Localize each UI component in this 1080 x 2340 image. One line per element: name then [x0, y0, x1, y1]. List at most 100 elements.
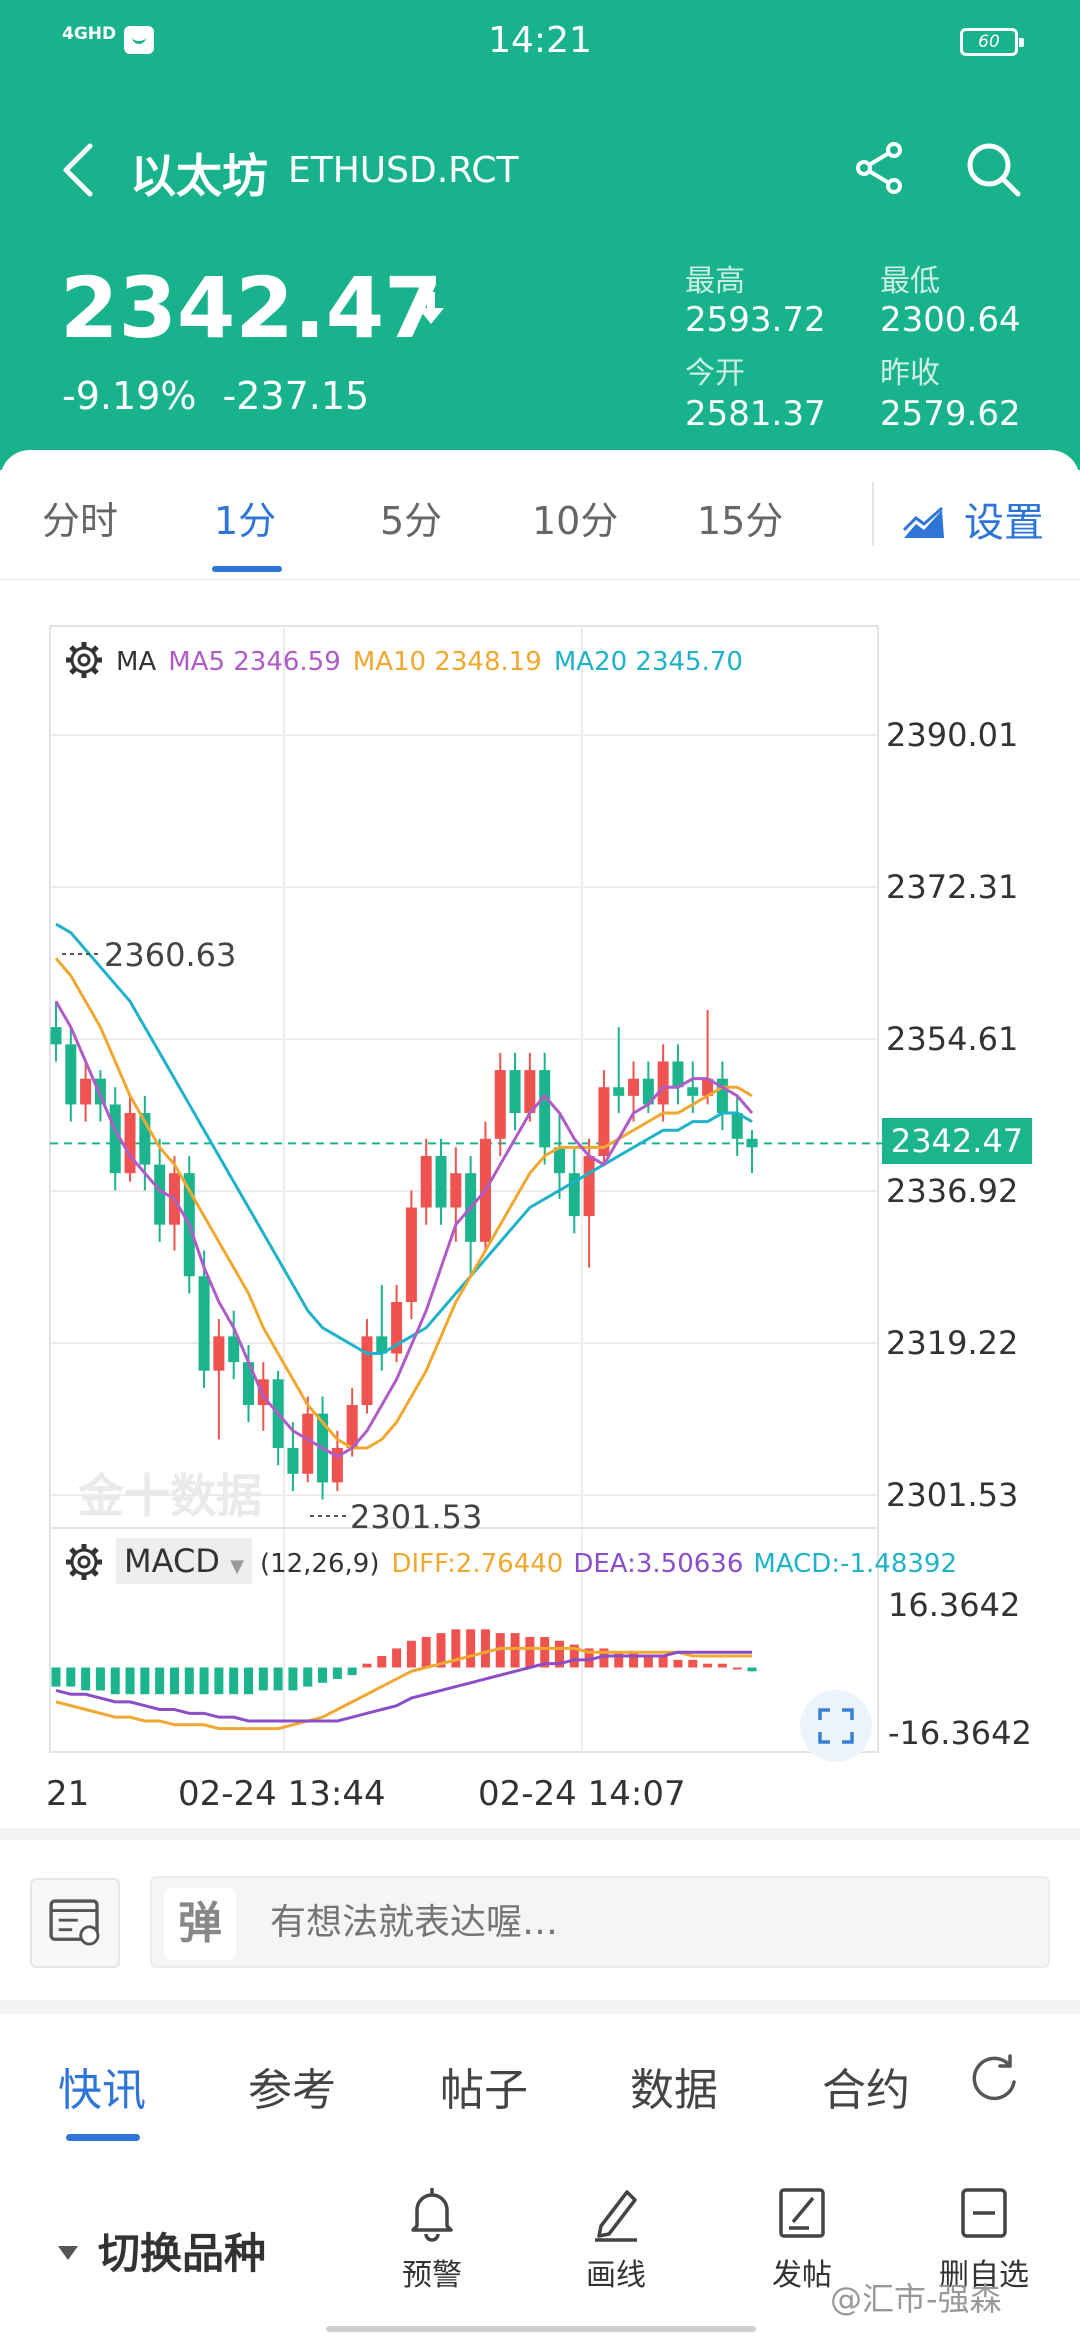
gear-icon[interactable]	[64, 640, 104, 680]
chevron-down-icon: ▼	[230, 1556, 244, 1577]
stat-open-label: 今开	[685, 356, 745, 391]
candle-body	[420, 1155, 432, 1208]
tab-contract[interactable]: 合约	[822, 2065, 910, 2116]
macd-histogram-bar	[347, 1667, 357, 1676]
current-price: 2342.47	[60, 259, 443, 357]
macd-histogram-bar	[584, 1648, 594, 1668]
candle-body	[509, 1070, 521, 1114]
macd-histogram-bar	[362, 1663, 372, 1668]
price-tick-label: 2390.01	[886, 716, 1019, 754]
indicator-select[interactable]: MACD ▼	[116, 1538, 252, 1584]
fullscreen-button[interactable]	[800, 1690, 872, 1762]
candle-body	[672, 1061, 684, 1088]
candle-body	[361, 1336, 373, 1406]
macd-histogram-bar	[732, 1667, 742, 1670]
macd-histogram-bar	[673, 1659, 683, 1668]
candle-body	[213, 1336, 225, 1371]
tab-reference[interactable]: 参考	[248, 2065, 336, 2116]
candle-body	[168, 1173, 180, 1225]
share-icon[interactable]	[852, 140, 908, 196]
instrument-code: ETHUSD.RCT	[288, 150, 519, 191]
alert-button[interactable]: 预警	[362, 2182, 502, 2294]
indicator-name: MACD	[124, 1542, 220, 1580]
tool-label: 发帖	[772, 2258, 832, 2293]
macd-histogram-bar	[199, 1667, 209, 1695]
candle-body	[731, 1113, 743, 1139]
network-label: 4GHD	[62, 24, 117, 44]
price-tick-label: 2301.53	[886, 1476, 1019, 1514]
tab-15min[interactable]: 15分	[697, 499, 784, 543]
candle-body	[553, 1147, 565, 1174]
candle-body	[50, 1027, 62, 1045]
price-tick-label: 2319.22	[886, 1324, 1019, 1362]
tab-timeshare[interactable]: 分时	[42, 499, 119, 543]
refresh-icon[interactable]	[966, 2052, 1022, 2108]
candle-body	[109, 1104, 121, 1174]
post-list-button[interactable]	[30, 1878, 120, 1968]
macd-histogram-bar	[406, 1640, 416, 1668]
edit-icon	[779, 2188, 825, 2238]
diff-line	[55, 1646, 752, 1731]
candle-body	[746, 1138, 758, 1148]
pen-icon	[595, 2190, 637, 2242]
bell-icon	[411, 2188, 453, 2242]
macd-histogram-bar	[629, 1652, 639, 1668]
divider	[0, 1828, 1080, 1840]
candle-body	[598, 1087, 610, 1156]
high-marker-label: 2360.63	[104, 936, 237, 974]
remove-watchlist-button[interactable]: 删自选	[914, 2182, 1054, 2294]
tool-label: 画线	[586, 2258, 646, 2293]
candle-body	[198, 1276, 210, 1371]
change-absolute: -237.15	[222, 374, 370, 418]
macd-value: MACD:-1.48392	[753, 1549, 957, 1579]
tab-data[interactable]: 数据	[630, 2065, 718, 2116]
comment-input[interactable]	[150, 1876, 1050, 1968]
dea-value: DEA:3.50636	[573, 1549, 744, 1579]
ma5-value: MA5 2346.59	[168, 647, 341, 677]
active-tab-indicator	[212, 566, 282, 572]
chart-settings-button[interactable]: 设置	[902, 490, 1044, 548]
candle-body	[346, 1405, 358, 1449]
footer-watermark: @汇市-强森	[830, 2280, 1002, 2318]
title-row: 以太坊 ETHUSD.RCT	[0, 128, 1080, 208]
search-icon[interactable]	[964, 140, 1022, 198]
diff-value: DIFF:2.76440	[391, 1549, 564, 1579]
macd-histogram-bar	[140, 1667, 150, 1695]
candle-body	[183, 1173, 195, 1277]
settings-label: 设置	[964, 500, 1044, 546]
macd-histogram-bar	[155, 1667, 165, 1695]
macd-histogram-bar	[288, 1667, 298, 1691]
candle-body	[435, 1155, 447, 1208]
tab-5min[interactable]: 5分	[380, 499, 443, 543]
macd-histogram-bar	[81, 1667, 91, 1691]
message-notification-icon	[124, 26, 154, 54]
ma5-line	[54, 1000, 754, 1459]
macd-histogram-bar	[540, 1636, 550, 1668]
back-arrow-icon[interactable]	[56, 140, 100, 200]
draw-line-button[interactable]: 画线	[546, 2182, 686, 2294]
tool-label: 预警	[402, 2258, 462, 2293]
candle-body	[539, 1070, 551, 1148]
ma-legend: MA MA5 2346.59 MA10 2348.19 MA20 2345.70	[64, 640, 755, 680]
ma10-line	[54, 957, 753, 1450]
tab-flash-news[interactable]: 快讯	[58, 2065, 146, 2116]
candle-body	[479, 1138, 491, 1242]
divider	[0, 2000, 1080, 2014]
macd-histogram-bar	[95, 1667, 105, 1691]
tab-10min[interactable]: 10分	[532, 499, 619, 543]
macd-histogram-bar	[614, 1652, 624, 1668]
candle-body	[568, 1173, 580, 1217]
candle-body	[657, 1061, 669, 1105]
time-tick-label: 21	[46, 1774, 90, 1814]
tab-posts[interactable]: 帖子	[440, 2065, 528, 2116]
tab-1min[interactable]: 1分	[214, 499, 277, 543]
avatar: 弹	[164, 1888, 236, 1960]
create-post-button[interactable]: 发帖	[732, 2182, 872, 2294]
macd-tick-top: 16.3642	[888, 1586, 1021, 1624]
current-price-tag: 2342.47	[882, 1118, 1032, 1164]
macd-histogram-bar	[525, 1636, 535, 1668]
gear-icon[interactable]	[64, 1542, 104, 1582]
macd-histogram-bar	[569, 1644, 579, 1668]
switch-instrument-button[interactable]: 切换品种	[58, 2220, 266, 2281]
candle-body	[331, 1448, 343, 1483]
